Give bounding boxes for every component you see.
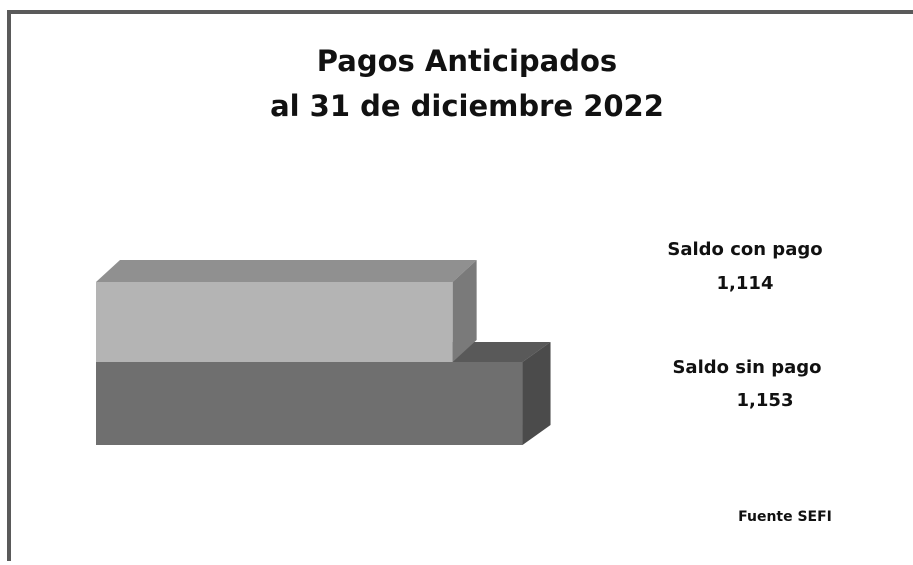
- value-label: 1,153: [737, 390, 794, 411]
- bar-front-face: [96, 362, 523, 445]
- bars: [96, 260, 551, 445]
- category-label: Saldo con pago: [667, 239, 822, 260]
- bar-side-face: [522, 342, 551, 445]
- bar: [96, 260, 477, 362]
- bar-top-face: [96, 260, 477, 282]
- bar-front-face: [96, 282, 453, 362]
- value-label: 1,114: [717, 273, 774, 294]
- category-label: Saldo sin pago: [672, 357, 821, 378]
- chart-title: al 31 de diciembre 2022: [270, 89, 664, 123]
- bar-side-face: [452, 260, 477, 362]
- chart-title: Pagos Anticipados: [317, 44, 617, 78]
- source-note: Fuente SEFI: [738, 509, 832, 525]
